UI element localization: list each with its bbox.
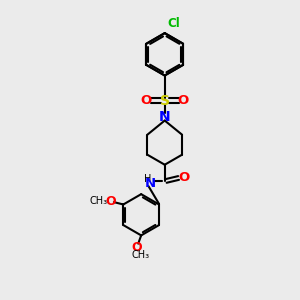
Text: O: O [178,94,189,107]
Text: O: O [105,195,116,208]
Text: S: S [160,94,170,107]
Text: CH₃: CH₃ [131,250,149,260]
Text: H: H [144,174,152,184]
Text: O: O [131,241,142,254]
Text: Cl: Cl [167,16,180,30]
Text: O: O [140,94,152,107]
Text: O: O [178,172,190,184]
Text: CH₃: CH₃ [89,196,108,206]
Text: N: N [144,177,156,190]
Text: N: N [159,110,170,124]
